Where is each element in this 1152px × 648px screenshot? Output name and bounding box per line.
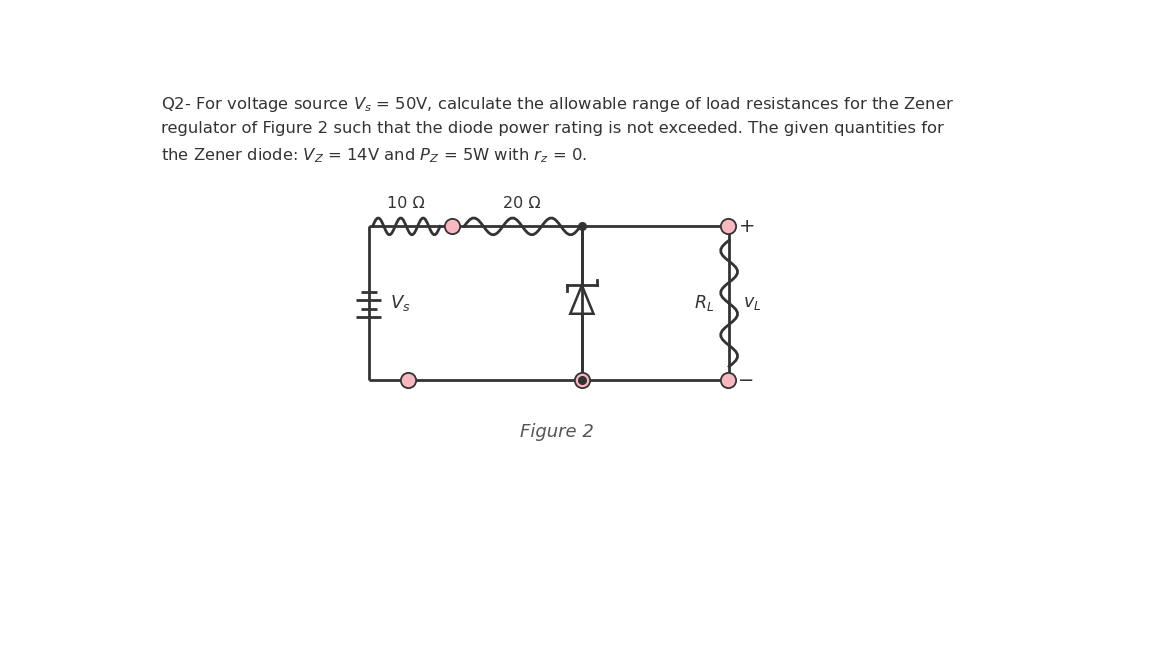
Text: the Zener diode: $V_Z$ = 14V and $P_Z$ = 5W with $r_z$ = 0.: the Zener diode: $V_Z$ = 14V and $P_Z$ =…: [161, 146, 588, 165]
Text: 20 Ω: 20 Ω: [503, 196, 541, 211]
Text: 10 Ω: 10 Ω: [387, 196, 425, 211]
Text: Figure 2: Figure 2: [520, 422, 593, 441]
Text: −: −: [738, 371, 755, 390]
Text: Q2- For voltage source $\mathit{V}_s$ = 50V, calculate the allowable range of lo: Q2- For voltage source $\mathit{V}_s$ = …: [161, 95, 954, 115]
Text: $R_L$: $R_L$: [694, 294, 713, 314]
Text: $v_L$: $v_L$: [743, 295, 761, 312]
Text: regulator of Figure 2 such that the diode power rating is not exceeded. The give: regulator of Figure 2 such that the diod…: [161, 121, 943, 136]
Text: +: +: [738, 217, 755, 236]
Text: $V_s$: $V_s$: [391, 294, 411, 314]
